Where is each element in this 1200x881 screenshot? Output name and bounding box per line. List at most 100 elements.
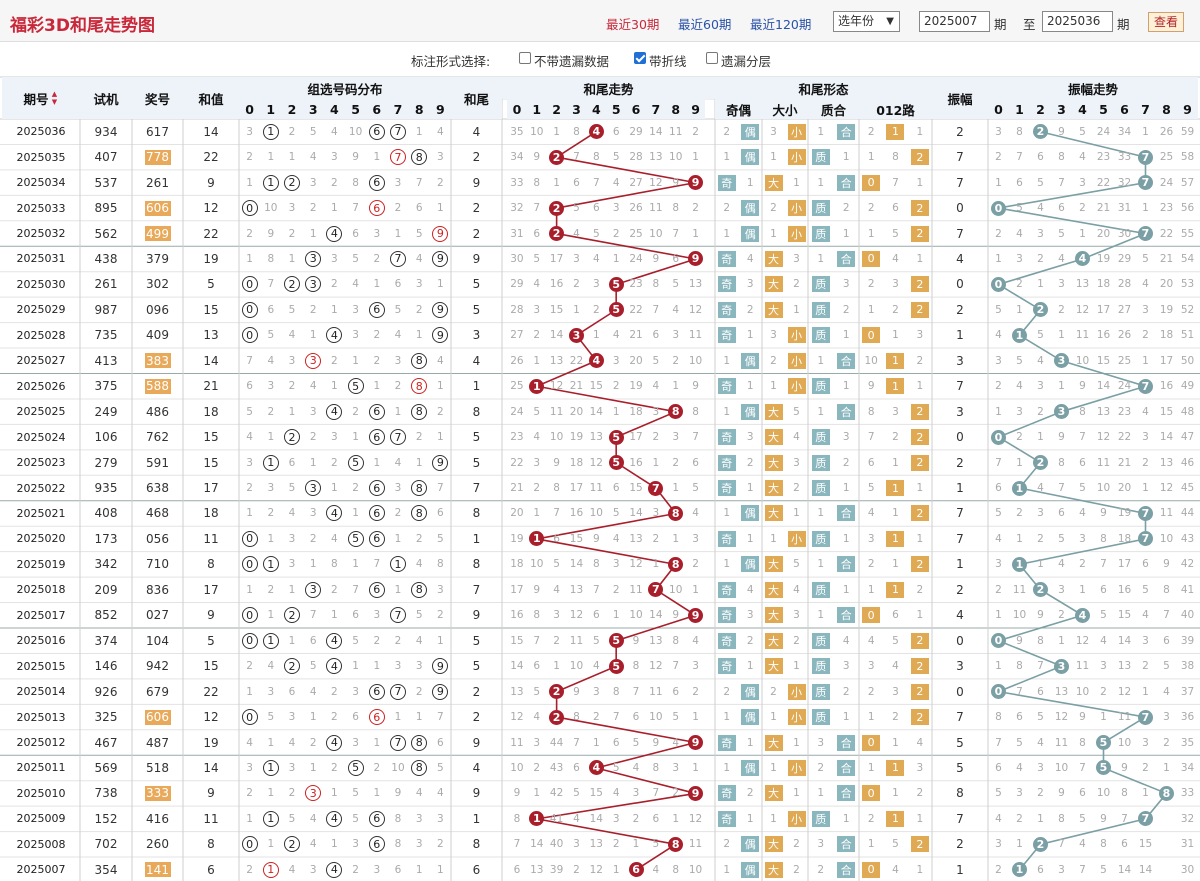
test-number-cell: 569: [80, 755, 132, 780]
sum-cell: 9: [183, 781, 239, 806]
group-cell: 8: [324, 552, 345, 577]
prize-number: 487: [146, 735, 169, 750]
no-omission-checkbox[interactable]: [519, 52, 531, 64]
group-miss: 2: [437, 609, 444, 622]
range-60-link[interactable]: 最近60期: [678, 17, 732, 32]
amp-trend-cell: 14: [1156, 424, 1177, 449]
group-miss: 2: [331, 711, 338, 724]
road-miss: 10: [864, 354, 878, 367]
trend-ball: 1: [529, 531, 545, 547]
amp-trend-cell: 8: [1156, 577, 1177, 602]
prize-number-cell: 141: [132, 857, 183, 881]
trend-miss: 2: [573, 278, 580, 291]
trend-cell: 22: [567, 348, 587, 373]
start-issue-input[interactable]: 2025007: [919, 11, 990, 32]
amp-digit-header: 0: [988, 99, 1009, 119]
range-120-link[interactable]: 最近120期: [750, 17, 812, 32]
form-miss: 1: [746, 660, 754, 673]
amp-trend-cell: 6: [1030, 857, 1051, 881]
road-marker: 2: [910, 836, 929, 853]
road-cell: 4: [883, 857, 907, 881]
amp-trend-cell: 6: [1009, 704, 1030, 729]
sort-icon[interactable]: ▲▼: [50, 90, 59, 106]
amp-trend-cell: 5: [1093, 730, 1114, 755]
issue-number: 2025018: [16, 583, 66, 597]
group-miss: 3: [352, 736, 359, 749]
prize-number-cell: 468: [132, 501, 183, 526]
sum-cell: 6: [183, 857, 239, 881]
amp-trend-cell: 12: [1072, 628, 1093, 653]
group-miss: 5: [288, 482, 296, 495]
trend-miss: 43: [549, 761, 564, 774]
trend-cell: 4: [586, 755, 606, 780]
polyline-checkbox[interactable]: [634, 52, 646, 64]
form-cell: 偶: [739, 221, 763, 246]
group-hit: 4: [326, 658, 343, 675]
form-header-label: 和尾形态: [798, 81, 849, 97]
issue-cell: 2025033: [2, 195, 80, 220]
group-cell: 9: [430, 323, 451, 348]
trend-cell: 20: [507, 501, 527, 526]
road-marker: 0: [862, 734, 881, 751]
tail-cell: 1: [451, 806, 502, 831]
options-label: 标注形式选择:: [411, 54, 491, 69]
test-number-cell: 249: [80, 399, 132, 424]
test-number: 354: [94, 862, 118, 877]
trend-cell: 16: [626, 450, 646, 475]
issue-cell: 2025009: [2, 806, 80, 831]
form-marker: 小: [787, 200, 806, 217]
tail-value: 5: [472, 302, 481, 317]
trend-miss: 31: [510, 227, 524, 240]
omission-layer-checkbox[interactable]: [706, 52, 718, 64]
group-miss: 1: [288, 252, 296, 265]
group-cell: 2: [303, 526, 324, 551]
group-miss: 6: [415, 202, 423, 215]
road-miss: 9: [867, 380, 875, 393]
form-cell: 大: [762, 399, 785, 424]
group-miss: 4: [437, 125, 444, 138]
amp-miss: 7: [1079, 863, 1086, 876]
issue-header[interactable]: 期号 ▲▼: [2, 77, 80, 119]
group-miss: 1: [267, 787, 275, 800]
amp-miss: 23: [1096, 151, 1111, 164]
amp-ball: 7: [1138, 149, 1153, 165]
group-cell: 10: [345, 119, 366, 144]
form-cell: 1: [739, 323, 763, 348]
amp-miss: 4: [1100, 634, 1107, 647]
year-select[interactable]: 选年份 ▼: [833, 11, 900, 32]
amp-trend-cell: 3: [1051, 399, 1072, 424]
road-miss: 1: [867, 711, 875, 724]
form-cell: 大: [762, 170, 785, 195]
form-sub-label: 质合: [820, 102, 846, 118]
form-cell: 合: [834, 552, 860, 577]
form-marker: 小: [787, 759, 806, 776]
road-cell: 3: [908, 323, 932, 348]
amp-trend-cell: 16: [1093, 323, 1114, 348]
amp-miss: 14: [1159, 431, 1174, 444]
issue-number: 2025015: [16, 659, 66, 673]
group-cell: 1: [430, 857, 451, 881]
trend-cell: 3: [646, 399, 666, 424]
group-cell: 2: [324, 170, 345, 195]
trend-miss: 4: [672, 736, 680, 749]
group-miss: 2: [246, 787, 253, 800]
trend-cell: 2: [586, 704, 606, 729]
group-cell: 3: [324, 424, 345, 449]
query-button[interactable]: 查看: [1148, 12, 1184, 32]
trend-miss: 2: [692, 202, 699, 215]
trend-cell: 7: [567, 144, 587, 169]
form-cell: 2: [715, 832, 739, 857]
end-issue-input[interactable]: 2025036: [1042, 11, 1113, 32]
trend-miss: 15: [510, 634, 524, 647]
tail-cell: 9: [451, 170, 502, 195]
group-cell: 6: [366, 806, 387, 831]
amp-miss: 7: [1037, 660, 1044, 673]
amp-trend-cell: 2: [1051, 297, 1072, 322]
issue-number: 2025019: [16, 557, 66, 571]
issue-cell: 2025017: [2, 603, 80, 628]
sum-value: 5: [207, 633, 215, 648]
amp-trend-cell: 2: [1135, 450, 1156, 475]
test-number: 413: [94, 353, 118, 368]
trend-cell: 1: [646, 552, 666, 577]
range-30-link[interactable]: 最近30期: [606, 17, 660, 32]
